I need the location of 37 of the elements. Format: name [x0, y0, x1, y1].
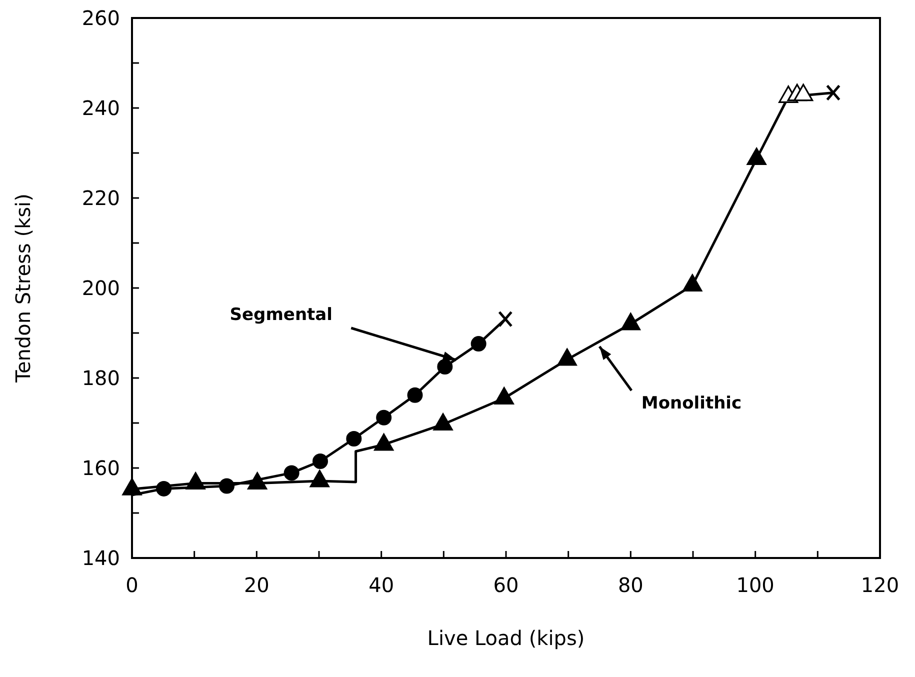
point — [310, 470, 330, 488]
y-tick-label: 260 — [82, 6, 120, 30]
point — [433, 413, 453, 431]
point — [247, 472, 268, 490]
annotation: Monolithic — [641, 394, 742, 414]
point — [122, 478, 142, 496]
y-tick-label: 240 — [82, 96, 120, 120]
x-tick-label: 0 — [126, 573, 138, 597]
x-tick-label: 120 — [860, 573, 900, 597]
x-axis-title: Live Load (kips) — [427, 626, 585, 650]
point — [284, 465, 300, 481]
y-tick-label: 200 — [82, 276, 120, 300]
x-tick-label: 40 — [368, 573, 394, 597]
annotation: Segmental — [230, 305, 332, 325]
y-tick-label: 220 — [82, 186, 120, 210]
point — [156, 480, 172, 496]
point — [746, 148, 766, 166]
point — [794, 84, 814, 102]
point — [407, 387, 423, 403]
point — [620, 312, 640, 330]
point — [346, 431, 362, 446]
x-tick-label: 20 — [244, 573, 270, 597]
point — [312, 454, 328, 469]
x-tick-label: 80 — [618, 573, 644, 597]
point — [374, 433, 394, 451]
point — [218, 478, 234, 494]
x-tick-label: 100 — [736, 573, 774, 597]
y-tick-label: 180 — [82, 366, 120, 390]
point — [186, 472, 206, 490]
y-axis-title: Tendon Stress (ksi) — [11, 194, 35, 384]
point — [682, 274, 702, 292]
point — [494, 387, 514, 404]
y-tick-label: 140 — [82, 546, 120, 570]
x-tick-label: 60 — [493, 573, 519, 597]
point — [557, 348, 577, 366]
y-tick-label: 160 — [82, 456, 120, 480]
point — [376, 410, 392, 426]
